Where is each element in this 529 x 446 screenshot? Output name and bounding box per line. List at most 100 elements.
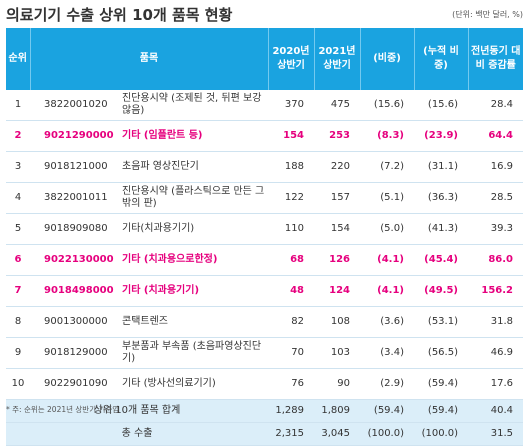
header-rank: 순위: [6, 28, 31, 90]
name-cell: 부분품과 부속품 (초음파영상진단기): [116, 337, 268, 369]
value-2021-cell: 154: [314, 213, 360, 245]
growth-cell: 86.0: [468, 244, 523, 276]
share-cell: (4.1): [360, 275, 414, 307]
subtotal-share: (59.4): [360, 399, 414, 423]
rank-cell: 8: [6, 306, 30, 338]
name-cell: 기타(치과용기기): [116, 213, 268, 245]
cum-share-cell: (23.9): [414, 120, 468, 152]
value-2020-cell: 82: [268, 306, 314, 338]
cum-share-cell: (15.6): [414, 90, 468, 121]
share-cell: (8.3): [360, 120, 414, 152]
table-row: 8 9001300000 콘택트렌즈 82 108 (3.6) (53.1) 31.8: [6, 306, 523, 338]
rank-cell: 4: [6, 182, 30, 214]
total-cum: (100.0): [414, 422, 468, 446]
value-2020-cell: 370: [268, 90, 314, 121]
rank-cell: 6: [6, 244, 30, 276]
footnote: * 주: 순위는 2021년 상반기 기준임: [6, 405, 120, 414]
rank-cell: 3: [6, 151, 30, 183]
name-cell: 기타 (치과용기기): [116, 275, 268, 307]
header-growth: 전년동기 대비 증감률: [468, 28, 523, 90]
export-table: 순위 품목 2020년 상반기 2021년 상반기 (비중) (누적 비중) 전…: [6, 28, 523, 446]
name-cell: 초음파 영상진단기: [116, 151, 268, 183]
header-2020: 2020년 상반기: [268, 28, 315, 90]
total-2020: 2,315: [268, 422, 314, 446]
code-cell: 9018498000: [30, 275, 116, 307]
cum-share-cell: (56.5): [414, 337, 468, 369]
rank-cell: 1: [6, 90, 30, 121]
rank-cell: 10: [6, 368, 30, 400]
value-2020-cell: 70: [268, 337, 314, 369]
name-cell: 기타 (임플란트 등): [116, 120, 268, 152]
subtotal-row: 상위 10개 품목 합계 1,289 1,809 (59.4) (59.4) 4…: [6, 399, 523, 423]
table-row: 7 9018498000 기타 (치과용기기) 48 124 (4.1) (49.5) 156…: [6, 275, 523, 307]
code-cell: 9022901090: [30, 368, 116, 400]
table-row: 9 9018129000 부분품과 부속품 (초음파영상진단기) 70 103 (3.4)…: [6, 337, 523, 369]
code-cell: 9018129000: [30, 337, 116, 369]
table-row: 4 3822001011 진단용시약 (플라스틱으로 만든 그밖의 판) 122 157…: [6, 182, 523, 214]
value-2021-cell: 475: [314, 90, 360, 121]
subtotal-label: 상위 10개 품목 합계: [6, 399, 268, 423]
code-cell: 9022130000: [30, 244, 116, 276]
cum-share-cell: (59.4): [414, 368, 468, 400]
value-2021-cell: 157: [314, 182, 360, 214]
cum-share-cell: (45.4): [414, 244, 468, 276]
total-row: 총 수출 2,315 3,045 (100.0) (100.0) 31.5: [6, 422, 523, 446]
subtotal-2020: 1,289: [268, 399, 314, 423]
share-cell: (3.6): [360, 306, 414, 338]
table-row: 5 9018909080 기타(치과용기기) 110 154 (5.0) (41.3) 39.…: [6, 213, 523, 245]
growth-cell: 46.9: [468, 337, 523, 369]
header-2021: 2021년 상반기: [314, 28, 361, 90]
cum-share-cell: (31.1): [414, 151, 468, 183]
growth-cell: 28.5: [468, 182, 523, 214]
rank-cell: 7: [6, 275, 30, 307]
header-item: 품목: [30, 28, 269, 90]
value-2021-cell: 108: [314, 306, 360, 338]
total-label: 총 수출: [6, 422, 268, 446]
value-2020-cell: 110: [268, 213, 314, 245]
value-2020-cell: 68: [268, 244, 314, 276]
subtotal-growth: 40.4: [468, 399, 523, 423]
share-cell: (5.0): [360, 213, 414, 245]
value-2021-cell: 90: [314, 368, 360, 400]
share-cell: (15.6): [360, 90, 414, 121]
share-cell: (3.4): [360, 337, 414, 369]
value-2021-cell: 124: [314, 275, 360, 307]
growth-cell: 16.9: [468, 151, 523, 183]
total-share: (100.0): [360, 422, 414, 446]
rank-cell: 5: [6, 213, 30, 245]
rank-cell: 2: [6, 120, 30, 152]
table-row: 2 9021290000 기타 (임플란트 등) 154 253 (8.3) (23.9) 6…: [6, 120, 523, 152]
value-2020-cell: 188: [268, 151, 314, 183]
value-2021-cell: 126: [314, 244, 360, 276]
growth-cell: 28.4: [468, 90, 523, 121]
name-cell: 진단용시약 (플라스틱으로 만든 그밖의 판): [116, 182, 268, 214]
subtotal-2021: 1,809: [314, 399, 360, 423]
code-cell: 3822001020: [30, 90, 116, 121]
value-2020-cell: 122: [268, 182, 314, 214]
header-cum-share: (누적 비중): [414, 28, 469, 90]
code-cell: 3822001011: [30, 182, 116, 214]
code-cell: 9021290000: [30, 120, 116, 152]
unit-note: (단위: 백만 달러, %): [452, 10, 523, 19]
code-cell: 9018121000: [30, 151, 116, 183]
value-2020-cell: 154: [268, 120, 314, 152]
value-2020-cell: 48: [268, 275, 314, 307]
table-row: 1 3822001020 진단용시약 (조제된 것, 뒤편 보강 않음) 370 475…: [6, 90, 523, 121]
growth-cell: 64.4: [468, 120, 523, 152]
table-row: 10 9022901090 기타 (방사선의료기기) 76 90 (2.9) (59.4) 1…: [6, 368, 523, 400]
value-2021-cell: 253: [314, 120, 360, 152]
header-share: (비중): [360, 28, 415, 90]
name-cell: 기타 (치과용으로한정): [116, 244, 268, 276]
value-2021-cell: 220: [314, 151, 360, 183]
share-cell: (7.2): [360, 151, 414, 183]
growth-cell: 31.8: [468, 306, 523, 338]
share-cell: (4.1): [360, 244, 414, 276]
code-cell: 9018909080: [30, 213, 116, 245]
name-cell: 진단용시약 (조제된 것, 뒤편 보강 않음): [116, 90, 268, 121]
share-cell: (5.1): [360, 182, 414, 214]
table-row: 3 9018121000 초음파 영상진단기 188 220 (7.2) (31.1) 16.…: [6, 151, 523, 183]
cum-share-cell: (36.3): [414, 182, 468, 214]
value-2021-cell: 103: [314, 337, 360, 369]
table-row: 6 9022130000 기타 (치과용으로한정) 68 126 (4.1) (45.4) 8…: [6, 244, 523, 276]
total-2021: 3,045: [314, 422, 360, 446]
